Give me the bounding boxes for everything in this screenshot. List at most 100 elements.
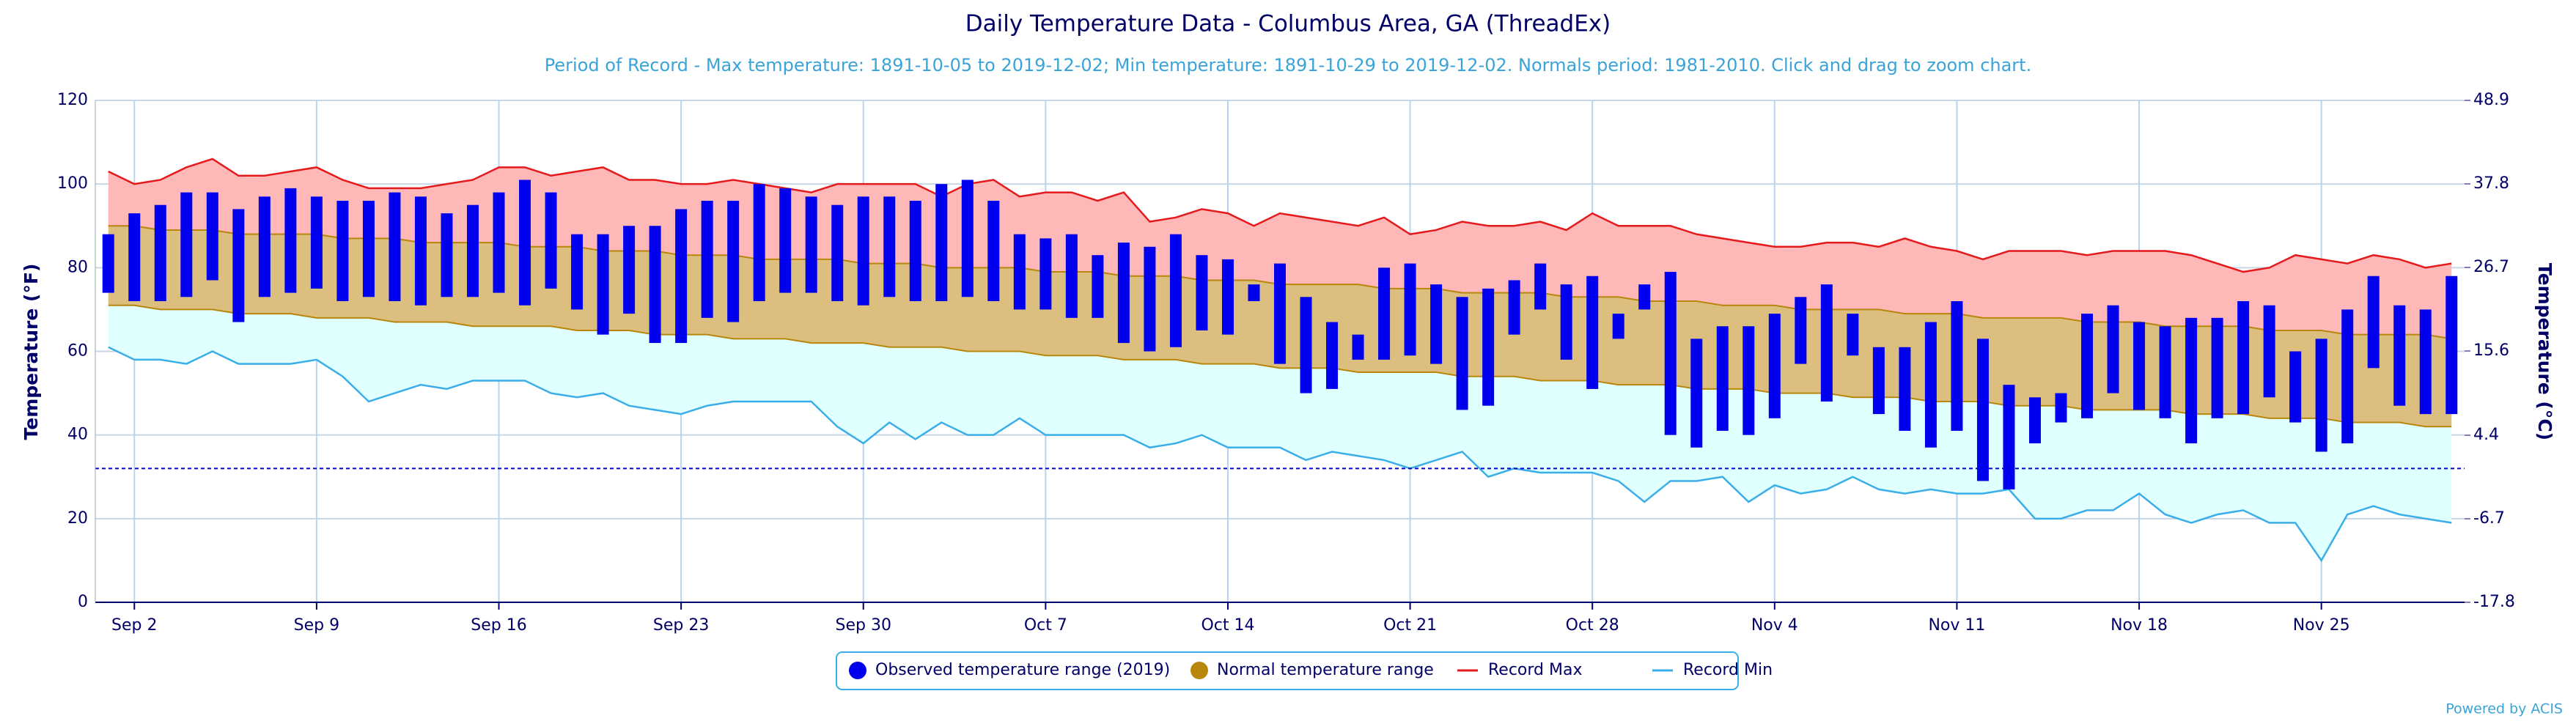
y-tick-label: 40	[67, 426, 88, 444]
observed-bar	[545, 192, 557, 289]
y2-tick-label: 26.7	[2473, 258, 2509, 276]
x-tick-label: Nov 25	[2293, 616, 2350, 635]
observed-bar	[753, 184, 765, 301]
observed-bar	[154, 204, 166, 301]
observed-bar	[519, 180, 531, 306]
observed-bar	[2185, 317, 2198, 444]
observed-bar	[831, 204, 844, 301]
y-tick-label: 0	[78, 593, 88, 611]
observed-bar	[1117, 243, 1130, 344]
legend-box	[836, 651, 1739, 690]
y2-tick-label: 48.9	[2473, 91, 2509, 109]
observed-bar	[1039, 238, 1052, 310]
x-tick-label: Sep 2	[111, 616, 157, 635]
observed-bar	[1924, 322, 1937, 448]
observed-bar	[909, 201, 921, 301]
observed-bar	[1404, 263, 1416, 356]
record-min-line	[108, 346, 2452, 563]
observed-bar	[180, 192, 193, 297]
observed-bar	[883, 196, 896, 297]
observed-bar	[1560, 284, 1572, 360]
observed-bar	[1847, 314, 1859, 356]
observed-bar	[2003, 385, 2015, 489]
x-tick-label: Oct 14	[1201, 616, 1254, 635]
observed-bar	[2211, 317, 2223, 418]
legend-marker	[1191, 662, 1208, 679]
observed-bar	[1144, 246, 1156, 352]
x-tick-label: Oct 7	[1024, 616, 1067, 635]
observed-bar	[389, 192, 401, 301]
record-max-area	[108, 158, 2452, 339]
observed-bar	[1743, 326, 1755, 435]
observed-bar	[2367, 276, 2380, 369]
observed-bar	[623, 226, 636, 314]
observed-bar	[701, 201, 713, 318]
observed-bar	[362, 201, 375, 297]
observed-bar	[310, 196, 323, 289]
y2-tick-label: 4.4	[2473, 426, 2499, 444]
observed-bar	[675, 209, 688, 344]
observed-bar	[2393, 305, 2406, 406]
y2-tick-label: 15.6	[2473, 341, 2509, 360]
observed-bar	[1378, 267, 1391, 360]
observed-bar	[2159, 326, 2171, 418]
y-axis-title: Temperature (°F)	[21, 264, 42, 440]
y2-tick-label: -17.8	[2473, 593, 2515, 611]
observed-bar	[1274, 263, 1286, 364]
observed-bar	[805, 196, 817, 293]
y-tick-label: 20	[67, 509, 88, 528]
y2-axis-title: Temperature (°C)	[2534, 263, 2555, 440]
observed-bar	[1716, 326, 1729, 431]
observed-bar	[1221, 259, 1234, 335]
observed-bar	[779, 188, 792, 293]
observed-bar	[1899, 347, 1911, 431]
observed-bar	[1586, 276, 1599, 389]
observed-bar	[649, 226, 661, 344]
observed-bar	[857, 196, 869, 306]
observed-bar	[2028, 397, 2041, 444]
observed-bar	[2133, 322, 2146, 410]
legend-label: Record Max	[1488, 661, 1583, 679]
observed-bar	[2263, 305, 2275, 398]
observed-bar	[493, 192, 505, 293]
footer-credit: Powered by ACIS	[2446, 701, 2563, 717]
chart-subtitle: Period of Record - Max temperature: 1891…	[545, 55, 2031, 75]
observed-bar	[258, 196, 271, 297]
observed-bar	[1768, 314, 1781, 418]
x-tick-label: Sep 30	[836, 616, 891, 635]
x-tick-label: Nov 4	[1751, 616, 1798, 635]
y-tick-label: 60	[67, 342, 88, 360]
observed-bar	[1430, 284, 1443, 364]
y-tick-label: 80	[67, 258, 88, 276]
record-max-line	[108, 158, 2452, 273]
observed-bar	[2055, 393, 2067, 423]
observed-bar	[232, 209, 245, 322]
x-tick-label: Nov 18	[2111, 616, 2168, 635]
observed-bar	[1612, 314, 1624, 339]
observed-bar	[414, 196, 427, 306]
observed-bar	[1013, 234, 1026, 310]
observed-bar	[1169, 234, 1182, 347]
observed-bar	[1664, 272, 1677, 435]
x-tick-label: Sep 16	[471, 616, 526, 635]
record-min-area	[108, 305, 2452, 561]
observed-bar	[987, 201, 1000, 301]
y-tick-label: 100	[57, 174, 88, 193]
observed-bar	[1092, 255, 1104, 318]
legend-marker	[849, 662, 866, 679]
observed-bar	[1248, 284, 1260, 301]
observed-bar	[206, 192, 218, 281]
y2-tick-label: 37.8	[2473, 174, 2509, 193]
observed-bar	[2237, 301, 2250, 415]
x-tick-label: Nov 11	[1928, 616, 1985, 635]
observed-bar	[961, 180, 974, 297]
observed-bar	[1872, 347, 1885, 415]
observed-bar	[1690, 339, 1703, 448]
x-tick-label: Sep 23	[653, 616, 709, 635]
observed-bar	[1196, 255, 1208, 330]
observed-bar	[1482, 288, 1495, 406]
observed-bar	[284, 188, 297, 293]
observed-bar	[1638, 284, 1651, 310]
observed-bar	[1795, 297, 1807, 364]
